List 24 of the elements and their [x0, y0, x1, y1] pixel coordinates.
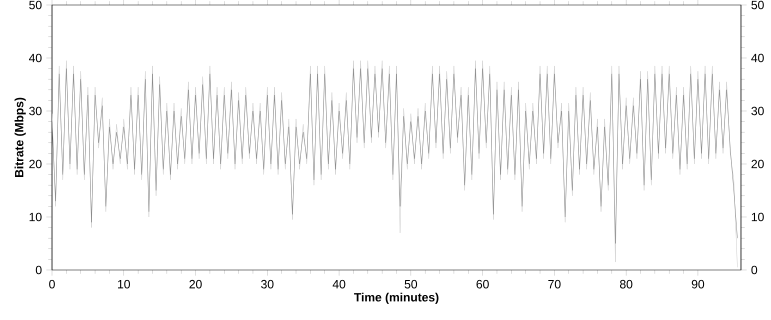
y-tick-label: 40 [28, 54, 42, 62]
y-tick-label: 20 [29, 160, 42, 168]
x-tick-label: 90 [692, 280, 704, 288]
x-tick-label: 70 [548, 280, 561, 288]
x-tick-label: 40 [332, 280, 346, 288]
y-axis-title: Bitrate (Mbps) [14, 98, 26, 178]
y-tick-label: 10 [30, 212, 42, 222]
y2-tick-label: 20 [752, 160, 764, 168]
x-axis-title: Time (minutes) [354, 292, 438, 304]
x-tick-label: 60 [476, 280, 489, 288]
y-tick-label: 0 [36, 266, 42, 274]
x-tick-label: 20 [189, 280, 202, 288]
y-tick-label: 50 [29, 0, 42, 10]
y2-tick-label: 0 [751, 266, 758, 274]
x-tick-label: 0 [49, 280, 55, 288]
y-tick-label: 30 [29, 106, 42, 116]
x-tick-label: 30 [261, 280, 274, 288]
y2-tick-label: 30 [751, 106, 764, 116]
x-tick-label: 80 [620, 280, 632, 288]
x-tick-label: 50 [404, 280, 418, 288]
y2-tick-label: 50 [751, 0, 764, 10]
y2-tick-label: 10 [752, 212, 764, 222]
x-tick-label: 10 [118, 280, 130, 288]
y2-tick-label: 40 [751, 54, 764, 62]
